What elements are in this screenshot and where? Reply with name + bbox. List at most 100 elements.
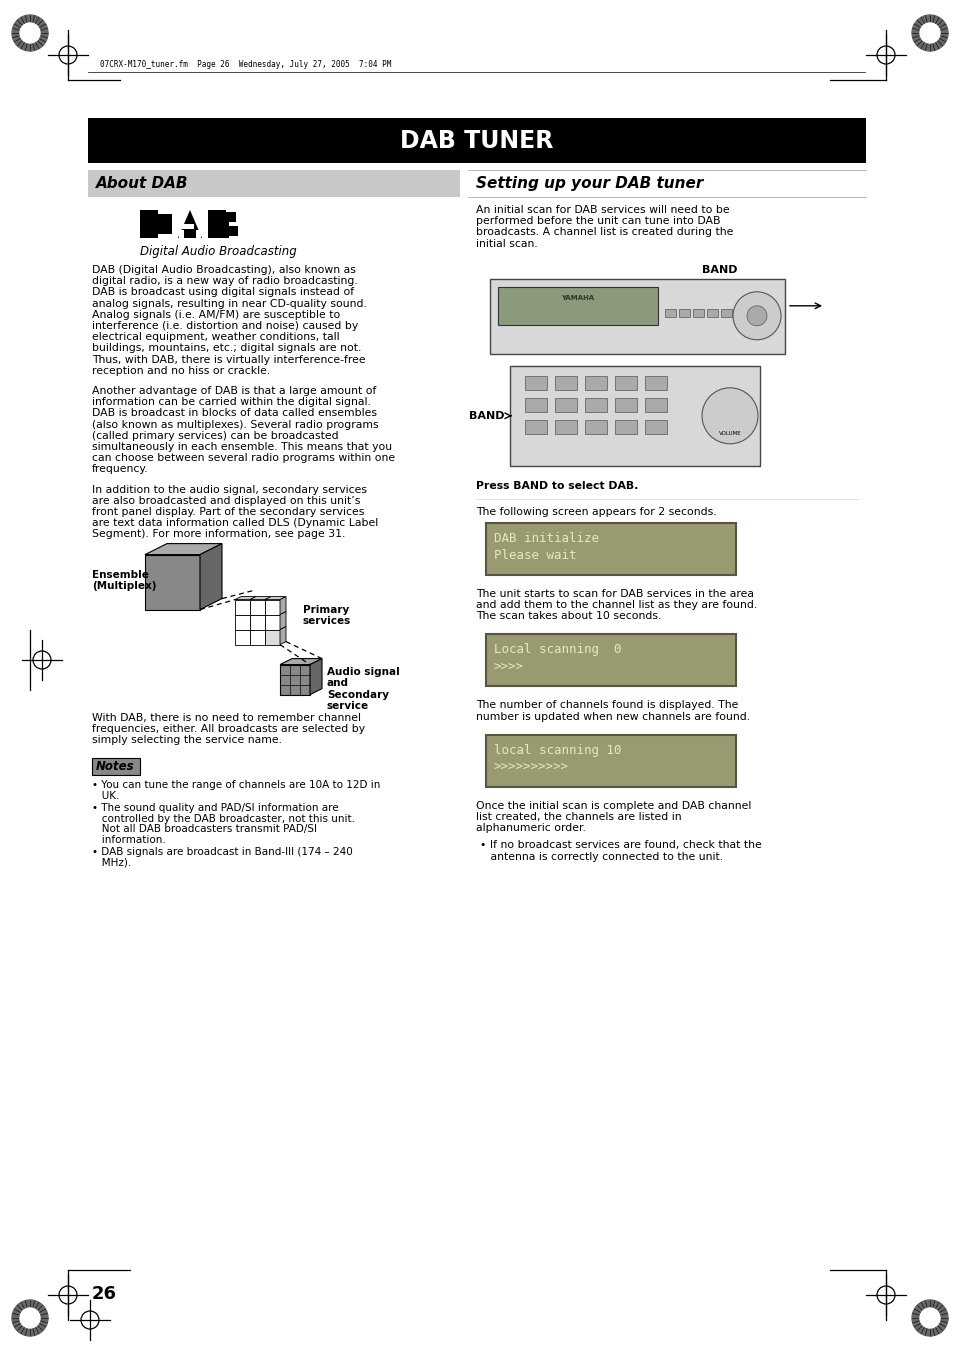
Text: interference (i.e. distortion and noise) caused by: interference (i.e. distortion and noise)… <box>91 322 358 331</box>
Polygon shape <box>280 658 322 665</box>
Bar <box>226 212 235 222</box>
Text: DAB is broadcast in blocks of data called ensembles: DAB is broadcast in blocks of data calle… <box>91 408 376 419</box>
Bar <box>734 309 745 316</box>
Polygon shape <box>250 597 271 600</box>
Bar <box>615 376 637 390</box>
Circle shape <box>20 23 40 43</box>
Bar <box>226 226 237 236</box>
Polygon shape <box>145 543 222 555</box>
Polygon shape <box>265 597 286 600</box>
Text: >>>>: >>>> <box>494 661 523 673</box>
Bar <box>234 630 250 644</box>
Bar <box>195 230 201 238</box>
Polygon shape <box>158 213 172 224</box>
Bar <box>234 600 250 615</box>
Circle shape <box>746 305 766 326</box>
Text: The unit starts to scan for DAB services in the area: The unit starts to scan for DAB services… <box>476 589 753 598</box>
Bar <box>584 376 606 390</box>
Text: broadcasts. A channel list is created during the: broadcasts. A channel list is created du… <box>476 227 733 238</box>
Text: antenna is correctly connected to the unit.: antenna is correctly connected to the un… <box>479 851 722 862</box>
Text: BAND: BAND <box>701 265 737 274</box>
Bar <box>524 420 546 434</box>
Bar <box>265 615 280 630</box>
Text: information.: information. <box>91 835 166 844</box>
Text: Once the initial scan is complete and DAB channel: Once the initial scan is complete and DA… <box>476 801 751 811</box>
Text: local scanning 10: local scanning 10 <box>494 744 620 757</box>
Text: • If no broadcast services are found, check that the: • If no broadcast services are found, ch… <box>479 840 760 850</box>
Bar <box>490 278 784 354</box>
Bar <box>615 397 637 412</box>
Bar <box>485 523 735 574</box>
Bar <box>88 118 865 163</box>
Text: The number of channels found is displayed. The: The number of channels found is displaye… <box>476 700 738 711</box>
Text: About DAB: About DAB <box>96 176 189 190</box>
Text: Notes: Notes <box>96 761 134 773</box>
Text: >>>>>>>>>>: >>>>>>>>>> <box>494 761 568 774</box>
Bar <box>555 420 577 434</box>
Text: The scan takes about 10 seconds.: The scan takes about 10 seconds. <box>476 611 660 621</box>
Polygon shape <box>280 627 286 644</box>
Bar <box>555 397 577 412</box>
Text: With DAB, there is no need to remember channel: With DAB, there is no need to remember c… <box>91 712 360 723</box>
Bar <box>679 309 689 316</box>
Circle shape <box>732 292 781 340</box>
Bar <box>510 366 760 466</box>
Text: MHz).: MHz). <box>91 858 132 867</box>
Bar <box>145 555 200 609</box>
Bar <box>179 230 184 238</box>
Text: Digital Audio Broadcasting: Digital Audio Broadcasting <box>140 245 296 258</box>
Text: 07CRX-M170_tuner.fm  Page 26  Wednesday, July 27, 2005  7:04 PM: 07CRX-M170_tuner.fm Page 26 Wednesday, J… <box>100 59 391 69</box>
Bar <box>226 222 233 226</box>
Text: DAB (Digital Audio Broadcasting), also known as: DAB (Digital Audio Broadcasting), also k… <box>91 265 355 276</box>
Text: Please wait: Please wait <box>494 549 576 562</box>
Text: (also known as multiplexes). Several radio programs: (also known as multiplexes). Several rad… <box>91 420 378 430</box>
Bar <box>182 224 193 230</box>
Circle shape <box>911 1300 947 1336</box>
Circle shape <box>911 15 947 51</box>
Bar <box>644 376 666 390</box>
Bar <box>524 397 546 412</box>
Text: simply selecting the service name.: simply selecting the service name. <box>91 735 282 744</box>
Bar <box>584 420 606 434</box>
Bar <box>497 286 658 324</box>
Bar <box>615 420 637 434</box>
Text: digital radio, is a new way of radio broadcasting.: digital radio, is a new way of radio bro… <box>91 276 357 286</box>
Bar <box>584 397 606 412</box>
Bar <box>485 735 735 786</box>
Polygon shape <box>310 658 322 694</box>
Bar <box>468 170 865 197</box>
Text: front panel display. Part of the secondary services: front panel display. Part of the seconda… <box>91 507 364 517</box>
Text: Press BAND to select DAB.: Press BAND to select DAB. <box>476 481 638 490</box>
Text: analog signals, resulting in near CD-quality sound.: analog signals, resulting in near CD-qua… <box>91 299 367 308</box>
Text: Local scanning  0: Local scanning 0 <box>494 643 620 657</box>
Text: The following screen appears for 2 seconds.: The following screen appears for 2 secon… <box>476 507 716 517</box>
Bar <box>250 615 265 630</box>
Bar <box>644 420 666 434</box>
Text: VOLUME: VOLUME <box>718 431 740 436</box>
Text: In addition to the audio signal, secondary services: In addition to the audio signal, seconda… <box>91 485 367 494</box>
Text: Ensemble
(Multiplex): Ensemble (Multiplex) <box>91 570 156 592</box>
Bar <box>555 376 577 390</box>
Bar <box>280 665 310 694</box>
Text: Analog signals (i.e. AM/FM) are susceptible to: Analog signals (i.e. AM/FM) are suscepti… <box>91 309 340 320</box>
Text: reception and no hiss or crackle.: reception and no hiss or crackle. <box>91 366 270 376</box>
Bar <box>706 309 718 316</box>
Bar <box>524 376 546 390</box>
Text: Audio signal
and
Secondary
service: Audio signal and Secondary service <box>327 666 399 712</box>
Bar <box>208 209 226 238</box>
Text: initial scan.: initial scan. <box>476 239 537 249</box>
Bar <box>226 222 229 238</box>
Text: BAND: BAND <box>469 411 504 420</box>
Text: are also broadcasted and displayed on this unit’s: are also broadcasted and displayed on th… <box>91 496 360 505</box>
Polygon shape <box>280 597 286 615</box>
Text: frequencies, either. All broadcasts are selected by: frequencies, either. All broadcasts are … <box>91 724 365 734</box>
Polygon shape <box>280 612 286 630</box>
Text: Thus, with DAB, there is virtually interference-free: Thus, with DAB, there is virtually inter… <box>91 354 365 365</box>
Polygon shape <box>178 209 202 238</box>
Text: An initial scan for DAB services will need to be: An initial scan for DAB services will ne… <box>476 205 729 215</box>
Text: Primary
services: Primary services <box>303 605 351 627</box>
Text: frequency.: frequency. <box>91 465 149 474</box>
FancyBboxPatch shape <box>91 758 140 775</box>
Bar <box>265 600 280 615</box>
Circle shape <box>12 1300 48 1336</box>
